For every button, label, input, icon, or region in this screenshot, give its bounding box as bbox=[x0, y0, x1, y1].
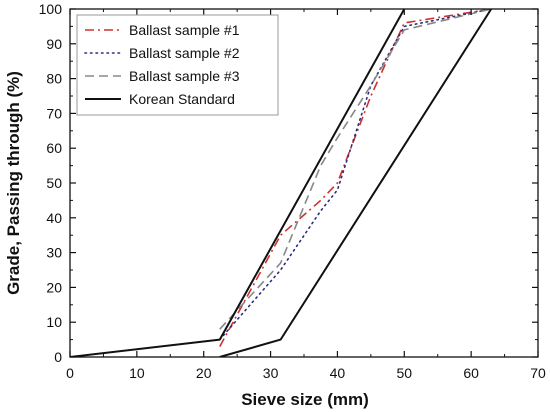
y-tick-label: 80 bbox=[46, 71, 62, 87]
plot-lines bbox=[70, 9, 493, 357]
x-tick-label: 0 bbox=[66, 365, 74, 381]
y-tick-label: 50 bbox=[46, 175, 62, 191]
y-axis-title: Grade, Passing through (%) bbox=[4, 71, 23, 295]
y-tick-label: 40 bbox=[46, 210, 62, 226]
legend-label-1: Ballast sample #1 bbox=[129, 22, 240, 38]
y-tick-label: 70 bbox=[46, 105, 62, 121]
x-axis-title: Sieve size (mm) bbox=[241, 390, 369, 409]
series-line-3 bbox=[219, 9, 492, 330]
series-line-4-part-1 bbox=[70, 9, 406, 357]
legend: Ballast sample #1 Ballast sample #2 Ballas… bbox=[76, 14, 279, 116]
x-tick-label: 30 bbox=[263, 365, 279, 381]
y-tick-label: 100 bbox=[39, 1, 63, 17]
legend-label-3: Ballast sample #3 bbox=[129, 68, 240, 84]
x-tick-label: 50 bbox=[396, 365, 412, 381]
y-tick-label: 10 bbox=[46, 314, 62, 330]
y-tick-label: 30 bbox=[46, 245, 62, 261]
x-tick-label: 60 bbox=[463, 365, 479, 381]
x-tick-label: 40 bbox=[330, 365, 346, 381]
tick-marks-and-labels: 0 10 20 30 40 50 60 70 0 10 20 30 40 50 60 70 80 90 100 bbox=[39, 1, 546, 381]
legend-label-2: Ballast sample #2 bbox=[129, 45, 240, 61]
x-tick-label: 10 bbox=[129, 365, 145, 381]
series-line-2 bbox=[218, 9, 492, 341]
series-line-1 bbox=[219, 9, 492, 347]
y-tick-label: 20 bbox=[46, 279, 62, 295]
x-tick-label: 20 bbox=[196, 365, 212, 381]
y-tick-label: 0 bbox=[54, 349, 62, 365]
legend-label-4: Korean Standard bbox=[129, 91, 235, 107]
series-line-4-part-2 bbox=[219, 9, 493, 357]
y-tick-label: 60 bbox=[46, 140, 62, 156]
x-tick-label: 70 bbox=[530, 365, 546, 381]
y-tick-label: 90 bbox=[46, 36, 62, 52]
